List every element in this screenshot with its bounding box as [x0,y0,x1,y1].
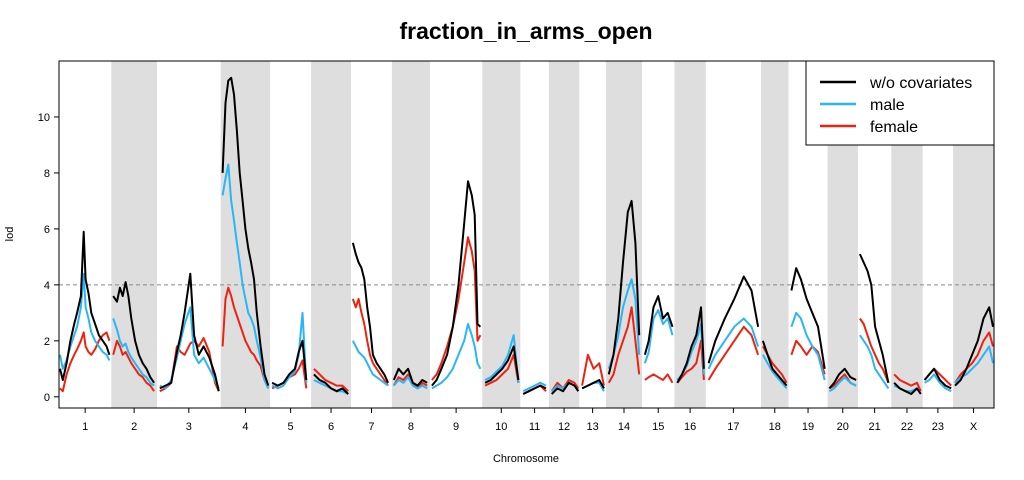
x-tick-label: 17 [727,421,739,433]
y-tick-label: 0 [44,392,50,404]
chart-title: fraction_in_arms_open [399,18,652,44]
legend: w/o covariates male female [805,60,995,146]
chromosome-band-12 [548,61,580,408]
x-tick-label: 22 [901,421,913,433]
y-axis-label: lod [4,227,16,242]
y-tick-label: 4 [44,280,50,292]
x-tick-label: 10 [495,421,507,433]
y-tick-label: 6 [44,224,50,236]
legend-label: male [870,97,905,114]
x-tick-label: 4 [242,421,248,433]
x-tick-label: 5 [288,421,294,433]
y-axis: 0 2 4 6 8 10 [38,112,59,404]
x-tick-label: 13 [586,421,598,433]
chromosome-band-2 [111,61,157,408]
x-tick-label: X [970,421,978,433]
x-tick-label: 12 [558,421,570,433]
series-line-w-o-covariates [59,76,994,395]
x-tick-label: 16 [684,421,696,433]
x-tick-label: 7 [368,421,374,433]
chromosome-band-6 [311,61,352,408]
x-tick-label: 15 [652,421,664,433]
y-tick-label: 2 [44,336,50,348]
x-tick-label: 3 [186,421,192,433]
x-tick-label: 11 [529,421,540,433]
y-tick-label: 10 [38,112,50,124]
x-axis-label: Chromosome [493,453,559,465]
series-lines [59,76,994,395]
x-tick-label: 2 [131,421,137,433]
x-tick-label: 14 [618,421,630,433]
x-tick-label: 23 [932,421,944,433]
x-tick-label: 1 [82,421,88,433]
x-axis: 1 2 3 4 5 6 7 8 9 10 11 12 13 14 15 16 17 18 19 20 21 22 23 X [82,408,978,433]
x-tick-label: 9 [453,421,459,433]
chromosome-band-18 [760,61,789,408]
plot-frame [58,60,995,409]
x-tick-label: 19 [802,421,814,433]
chromosome-band-8 [391,61,430,408]
x-tick-label: 21 [869,421,881,433]
x-tick-label: 8 [408,421,414,433]
x-tick-label: 18 [769,421,781,433]
x-tick-label: 6 [328,421,334,433]
y-tick-label: 8 [44,168,50,180]
legend-label: w/o covariates [869,75,972,92]
x-tick-label: 20 [837,421,849,433]
legend-label: female [870,119,918,136]
